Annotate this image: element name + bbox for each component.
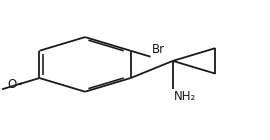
Text: O: O [8,78,17,91]
Text: NH₂: NH₂ [174,90,196,103]
Text: Br: Br [152,43,165,56]
